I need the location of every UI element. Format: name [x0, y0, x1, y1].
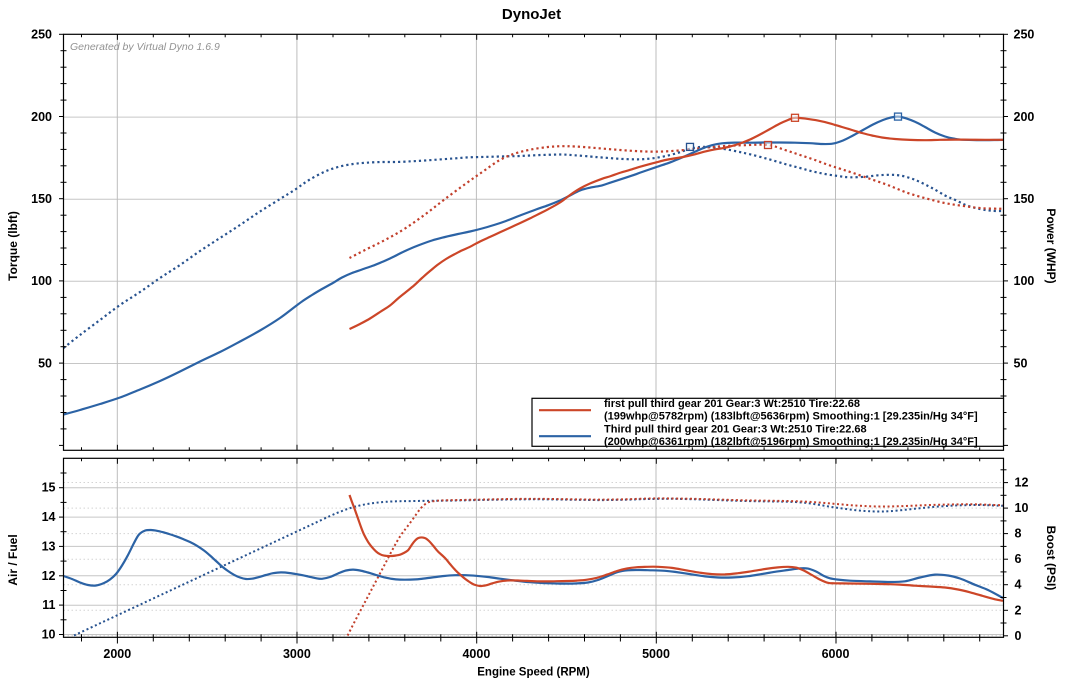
svg-text:Third pull third gear 201 Gear: Third pull third gear 201 Gear:3 Wt:2510…: [604, 423, 867, 435]
svg-text:15: 15: [42, 481, 56, 495]
svg-text:2000: 2000: [103, 647, 131, 661]
svg-text:Boost (PSI): Boost (PSI): [1044, 526, 1058, 591]
svg-text:200: 200: [31, 110, 52, 124]
svg-text:50: 50: [1014, 357, 1028, 371]
svg-text:50: 50: [38, 357, 52, 371]
svg-text:4: 4: [1015, 578, 1022, 592]
svg-text:12: 12: [1015, 476, 1029, 490]
svg-text:5000: 5000: [642, 647, 670, 661]
svg-text:8: 8: [1015, 527, 1022, 541]
svg-text:250: 250: [1014, 27, 1035, 41]
svg-text:(200whp@6361rpm) (182lbft@5196: (200whp@6361rpm) (182lbft@5196rpm) Smoot…: [604, 436, 978, 448]
svg-text:13: 13: [42, 539, 56, 553]
svg-text:14: 14: [42, 510, 56, 524]
svg-text:10: 10: [1015, 501, 1029, 515]
svg-text:DynoJet: DynoJet: [502, 6, 561, 23]
svg-text:(199whp@5782rpm) (183lbft@5636: (199whp@5782rpm) (183lbft@5636rpm) Smoot…: [604, 411, 978, 423]
svg-text:100: 100: [31, 274, 52, 288]
svg-text:11: 11: [42, 598, 55, 612]
svg-text:6: 6: [1015, 552, 1022, 566]
svg-text:first pull third gear 201 Gear: first pull third gear 201 Gear:3 Wt:2510…: [604, 398, 860, 410]
svg-text:200: 200: [1014, 110, 1035, 124]
svg-text:6000: 6000: [822, 647, 850, 661]
svg-text:Generated by Virtual Dyno 1.6.: Generated by Virtual Dyno 1.6.9: [70, 41, 220, 53]
svg-text:0: 0: [1015, 629, 1022, 643]
svg-text:4000: 4000: [462, 647, 490, 661]
svg-text:100: 100: [1014, 274, 1035, 288]
svg-text:12: 12: [42, 569, 56, 583]
svg-text:Torque (lbft): Torque (lbft): [6, 211, 20, 281]
svg-text:150: 150: [31, 192, 52, 206]
svg-text:10: 10: [42, 628, 56, 642]
svg-text:Air / Fuel: Air / Fuel: [6, 534, 20, 585]
svg-text:150: 150: [1014, 192, 1035, 206]
svg-text:Power (WHP): Power (WHP): [1044, 208, 1058, 283]
svg-text:3000: 3000: [283, 647, 311, 661]
svg-text:Engine Speed (RPM): Engine Speed (RPM): [477, 667, 590, 679]
svg-text:2: 2: [1015, 603, 1022, 617]
svg-text:250: 250: [31, 27, 52, 41]
